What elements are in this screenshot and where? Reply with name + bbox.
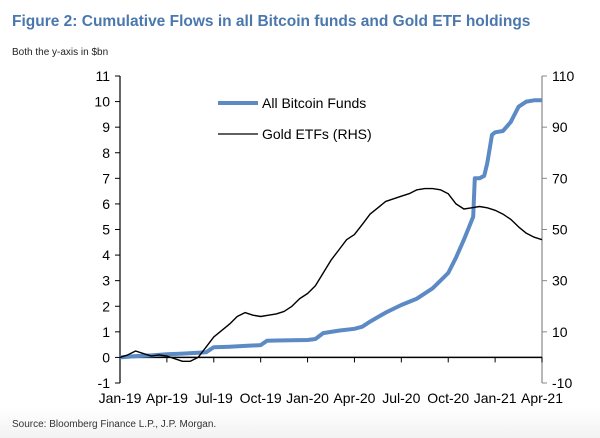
x-tick-label: Oct-20 <box>427 390 469 406</box>
x-tick-label: Jan-19 <box>99 390 142 406</box>
y-tick-label-left: 4 <box>102 247 110 263</box>
legend-label-bitcoin: All Bitcoin Funds <box>262 95 366 111</box>
y-tick-label-right: 30 <box>552 273 568 289</box>
y-tick-label-left: 0 <box>102 349 110 365</box>
series-line-gold <box>119 187 543 362</box>
footer-band <box>0 408 600 438</box>
y-tick-label-right: 50 <box>552 222 568 238</box>
y-tick-label-left: -1 <box>98 375 111 391</box>
y-tick-label-left: 9 <box>102 119 110 135</box>
y-tick-label-left: 5 <box>102 222 110 238</box>
y-tick-label-left: 8 <box>102 145 110 161</box>
figure-title: Figure 2: Cumulative Flows in all Bitcoi… <box>12 13 531 30</box>
legend: All Bitcoin Funds Gold ETFs (RHS) <box>218 95 372 142</box>
x-tick-label: Apr-20 <box>333 390 375 406</box>
x-tick-label: Apr-21 <box>521 390 563 406</box>
y-tick-label-left: 11 <box>95 68 110 84</box>
y-tick-label-right: 10 <box>552 324 568 340</box>
x-tick-label: Oct-19 <box>240 390 282 406</box>
series-layer <box>119 98 543 362</box>
y-tick-label-left: 7 <box>102 170 110 186</box>
figure-subtitle: Both the y-axis in $bn <box>12 47 109 58</box>
x-tick-label: Jan-21 <box>474 390 517 406</box>
y-tick-label-left: 6 <box>102 196 110 212</box>
x-tick-label: Apr-19 <box>146 390 188 406</box>
y-tick-label-right: -10 <box>552 375 572 391</box>
y-tick-label-left: 1 <box>102 324 110 340</box>
y-tick-label-right: 70 <box>552 170 568 186</box>
y-tick-label-right: 110 <box>552 68 575 84</box>
y-tick-label-left: 10 <box>94 94 110 110</box>
legend-label-gold: Gold ETFs (RHS) <box>262 126 372 142</box>
y-tick-label-left: 3 <box>102 273 110 289</box>
x-tick-label: Jul-20 <box>382 390 420 406</box>
y-tick-label-left: 2 <box>102 298 110 314</box>
x-tick-label: Jul-19 <box>195 390 233 406</box>
series-line-bitcoin <box>119 98 542 360</box>
source-note: Source: Bloomberg Finance L.P., J.P. Mor… <box>12 419 217 430</box>
y-tick-label-right: 90 <box>552 119 568 135</box>
x-tick-label: Jan-20 <box>286 390 329 406</box>
